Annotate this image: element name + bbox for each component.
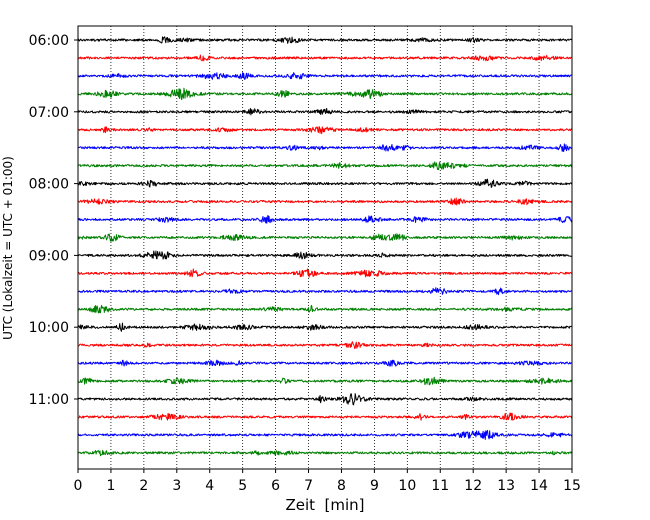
x-tick-label-3: 3 bbox=[172, 478, 181, 494]
trace-row-20 bbox=[77, 393, 573, 406]
x-tick-label-4: 4 bbox=[205, 478, 214, 494]
trace-row-12 bbox=[77, 250, 573, 260]
trace-row-7 bbox=[77, 161, 573, 171]
trace-row-19 bbox=[77, 376, 573, 386]
y-tick-label-06:00: 06:00 bbox=[29, 33, 69, 49]
seismic-traces bbox=[77, 36, 573, 457]
trace-row-4 bbox=[77, 107, 573, 116]
trace-row-2 bbox=[77, 72, 573, 80]
trace-row-9 bbox=[77, 197, 573, 206]
trace-row-13 bbox=[77, 268, 573, 278]
trace-row-18 bbox=[77, 359, 573, 367]
trace-row-22 bbox=[77, 429, 573, 440]
y-axis-title: UTC (Lokalzeit = UTC + 01:00) bbox=[1, 156, 15, 340]
x-tick-label-15: 15 bbox=[563, 478, 581, 494]
trace-row-16 bbox=[77, 322, 573, 332]
x-tick-label-9: 9 bbox=[370, 478, 379, 494]
trace-row-21 bbox=[77, 412, 573, 421]
x-tick-label-7: 7 bbox=[304, 478, 313, 494]
x-tick-label-0: 0 bbox=[74, 478, 83, 494]
y-axis-ticks: 06:00 07:00 08:00 09:00 10:00 11:00 bbox=[29, 33, 78, 408]
x-tick-label-13: 13 bbox=[497, 478, 515, 494]
x-tick-label-6: 6 bbox=[271, 478, 280, 494]
trace-row-23 bbox=[77, 449, 573, 457]
x-tick-label-14: 14 bbox=[530, 478, 548, 494]
x-axis-ticks: 0 1 2 3 4 5 6 7 8 9 10 11 12 13 14 15 bbox=[74, 469, 581, 494]
x-tick-label-2: 2 bbox=[139, 478, 148, 494]
x-tick-label-8: 8 bbox=[337, 478, 346, 494]
trace-row-5 bbox=[77, 126, 573, 135]
trace-row-8 bbox=[77, 178, 573, 188]
x-tick-label-11: 11 bbox=[431, 478, 449, 494]
trace-row-6 bbox=[77, 143, 573, 152]
x-tick-label-1: 1 bbox=[106, 478, 115, 494]
trace-row-0 bbox=[77, 36, 573, 44]
y-tick-label-08:00: 08:00 bbox=[29, 177, 69, 193]
y-tick-label-11:00: 11:00 bbox=[29, 392, 69, 408]
trace-row-1 bbox=[77, 54, 573, 62]
plot-frame bbox=[77, 25, 573, 470]
trace-row-17 bbox=[77, 341, 573, 349]
trace-row-14 bbox=[77, 287, 573, 296]
trace-row-3 bbox=[77, 87, 573, 101]
trace-row-11 bbox=[77, 233, 573, 242]
y-tick-label-07:00: 07:00 bbox=[29, 105, 69, 121]
vertical-gridlines bbox=[110, 26, 540, 469]
y-tick-label-09:00: 09:00 bbox=[29, 248, 69, 264]
plot-background bbox=[78, 26, 572, 469]
y-tick-label-10:00: 10:00 bbox=[29, 320, 69, 336]
x-tick-label-5: 5 bbox=[238, 478, 247, 494]
x-tick-label-12: 12 bbox=[464, 478, 482, 494]
trace-row-10 bbox=[77, 214, 573, 224]
trace-row-15 bbox=[77, 304, 573, 314]
x-tick-label-10: 10 bbox=[398, 478, 416, 494]
x-axis-title: Zeit [min] bbox=[285, 496, 364, 514]
